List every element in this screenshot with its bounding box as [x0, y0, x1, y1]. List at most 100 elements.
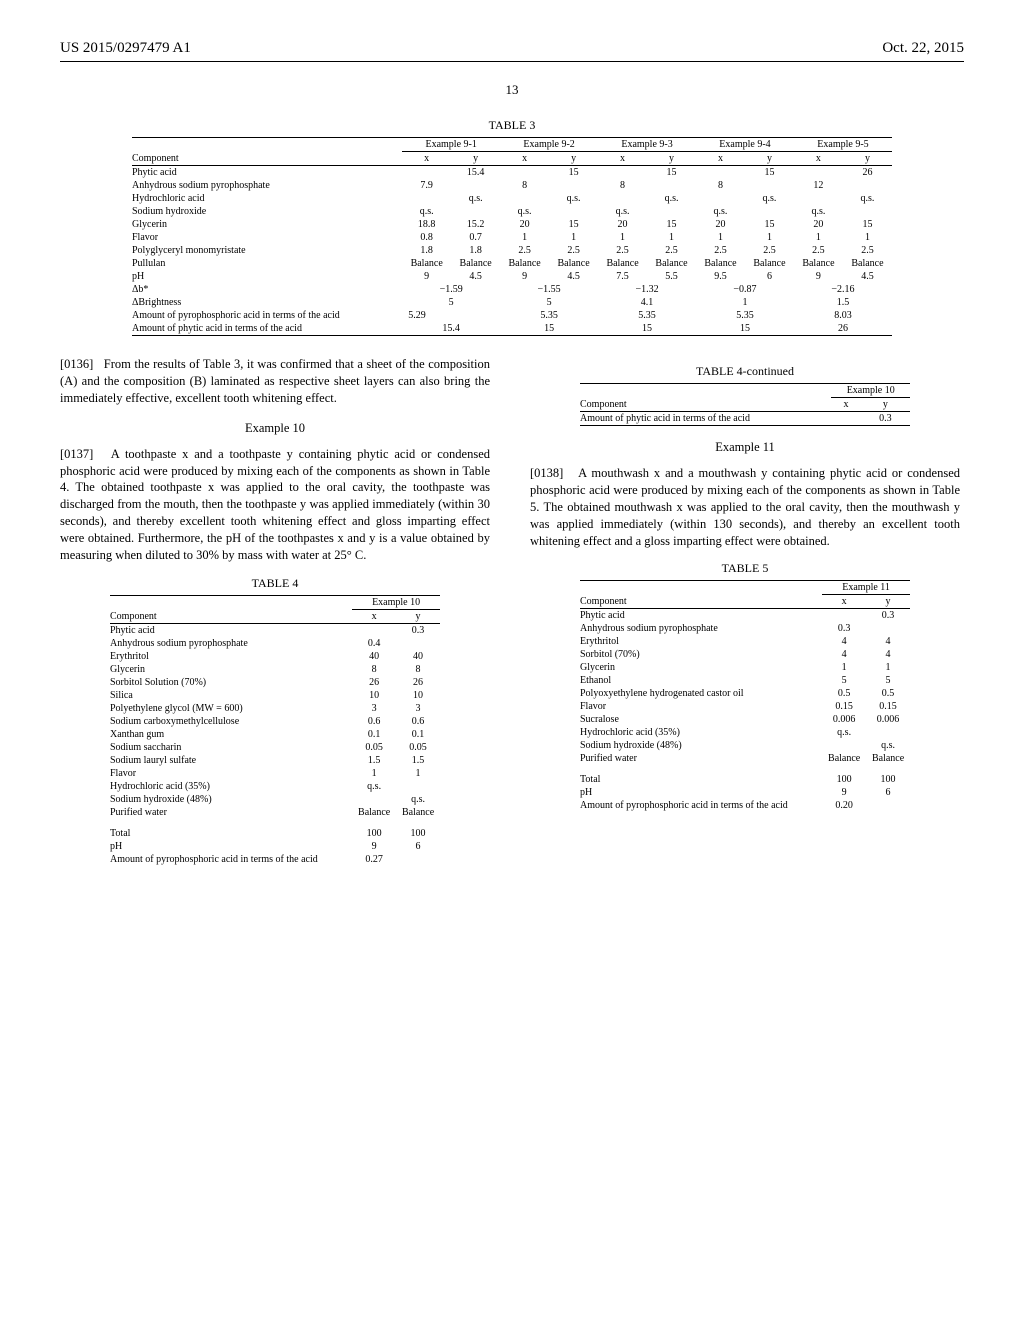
- page-number: 13: [60, 82, 964, 98]
- table-cell: 9: [500, 270, 549, 283]
- table-cell: 4: [866, 648, 910, 661]
- para-0136: [0136] From the results of Table 3, it w…: [60, 356, 490, 407]
- para-0138: [0138] A mouthwash x and a mouthwash y c…: [530, 465, 960, 549]
- header-rule: [60, 61, 964, 62]
- table-row-label: Hydrochloric acid: [132, 192, 402, 205]
- table-cell: [745, 179, 794, 192]
- table-row-label: pH: [132, 270, 402, 283]
- table-row-label: Amount of phytic acid in terms of the ac…: [580, 412, 831, 426]
- table-row-label: Erythritol: [110, 650, 352, 663]
- table-cell: 18.8: [402, 218, 451, 231]
- table-cell: 26: [352, 676, 396, 689]
- table-cell: 2.5: [745, 244, 794, 257]
- table-cell: 4.5: [451, 270, 500, 283]
- table-cell: [794, 166, 843, 180]
- table-cell: [451, 205, 500, 218]
- table-cell: 1: [352, 767, 396, 780]
- table-cell: 4.5: [549, 270, 598, 283]
- table-cell: [831, 412, 860, 426]
- table-cell: 5: [866, 674, 910, 687]
- table-row-label: Pullulan: [132, 257, 402, 270]
- table-cell: Balance: [843, 257, 892, 270]
- component-label: Component: [132, 152, 402, 166]
- table-row-label: ΔBrightness: [132, 296, 402, 309]
- table-cell: 1: [843, 231, 892, 244]
- table-cell: [696, 166, 745, 180]
- table-cell: q.s.: [500, 205, 549, 218]
- table-cell: q.s.: [549, 192, 598, 205]
- table-row-label: Ethanol: [580, 674, 822, 687]
- table-row-label: Flavor: [132, 231, 402, 244]
- table-row-label: Polyethylene glycol (MW = 600): [110, 702, 352, 715]
- table-cell: 1: [696, 231, 745, 244]
- table-row-label: Sodium hydroxide (48%): [580, 739, 822, 752]
- table-cell: 4.5: [843, 270, 892, 283]
- table5-title: TABLE 5: [530, 561, 960, 576]
- table-row-label: Sorbitol (70%): [580, 648, 822, 661]
- table-cell: 8: [396, 663, 440, 676]
- table-cell: 10: [352, 689, 396, 702]
- table5-group: Example 11: [822, 581, 910, 595]
- table3-group-2: Example 9-3: [598, 138, 696, 152]
- table-cell: 0.20: [822, 799, 866, 812]
- table-cell: q.s.: [866, 739, 910, 752]
- table3: Example 9-1 Example 9-2 Example 9-3 Exam…: [132, 137, 892, 336]
- table-cell: q.s.: [822, 726, 866, 739]
- table-cell: 5: [500, 296, 598, 309]
- table-cell: 100: [822, 773, 866, 786]
- table-cell: q.s.: [451, 192, 500, 205]
- table3-group-4: Example 9-5: [794, 138, 892, 152]
- table-cell: 2.5: [647, 244, 696, 257]
- table-cell: 2.5: [549, 244, 598, 257]
- table-row-label: Erythritol: [580, 635, 822, 648]
- table-cell: [402, 166, 451, 180]
- table-row-label: Sodium saccharin: [110, 741, 352, 754]
- example11-heading: Example 11: [530, 440, 960, 455]
- table-row-label: Sorbitol Solution (70%): [110, 676, 352, 689]
- table-cell: 20: [794, 218, 843, 231]
- table-cell: Balance: [598, 257, 647, 270]
- table-cell: Balance: [402, 257, 451, 270]
- table-row-label: Sucralose: [580, 713, 822, 726]
- table-row-label: Glycerin: [580, 661, 822, 674]
- table-cell: q.s.: [647, 192, 696, 205]
- table-cell: Balance: [352, 806, 396, 819]
- table-cell: [598, 192, 647, 205]
- table-cell: 15: [696, 322, 794, 336]
- table-cell: Balance: [500, 257, 549, 270]
- table-cell: Balance: [647, 257, 696, 270]
- table-row-label: Glycerin: [132, 218, 402, 231]
- table3-title: TABLE 3: [60, 118, 964, 133]
- table-cell: 1: [500, 231, 549, 244]
- table-cell: [500, 166, 549, 180]
- page-header: US 2015/0297479 A1 Oct. 22, 2015: [60, 40, 964, 57]
- table-cell: 15: [745, 218, 794, 231]
- table-row-label: Sodium hydroxide: [132, 205, 402, 218]
- table-cell: 15.4: [451, 166, 500, 180]
- table-cell: 1: [549, 231, 598, 244]
- table4cont-title: TABLE 4-continued: [530, 364, 960, 379]
- table-cell: 1: [866, 661, 910, 674]
- table-cell: [843, 205, 892, 218]
- table-cell: 9: [822, 786, 866, 799]
- table-row-label: Phytic acid: [110, 623, 352, 637]
- table4cont-group: Example 10: [831, 384, 910, 398]
- table-cell: 0.3: [866, 609, 910, 623]
- table-cell: 10: [396, 689, 440, 702]
- table-row-label: Sodium carboxymethylcellulose: [110, 715, 352, 728]
- table-cell: 1: [396, 767, 440, 780]
- table-cell: 1: [745, 231, 794, 244]
- table-row-label: Anhydrous sodium pyrophosphate: [110, 637, 352, 650]
- table-cell: 5: [822, 674, 866, 687]
- table-cell: 40: [352, 650, 396, 663]
- table-cell: 3: [352, 702, 396, 715]
- table-row-label: Silica: [110, 689, 352, 702]
- table-cell: q.s.: [598, 205, 647, 218]
- table-cell: 20: [500, 218, 549, 231]
- table-cell: [647, 205, 696, 218]
- table-cell: 2.5: [500, 244, 549, 257]
- table-cell: [549, 205, 598, 218]
- table-row-label: Amount of pyrophosphoric acid in terms o…: [580, 799, 822, 812]
- table-cell: 15: [549, 218, 598, 231]
- table-cell: [822, 739, 866, 752]
